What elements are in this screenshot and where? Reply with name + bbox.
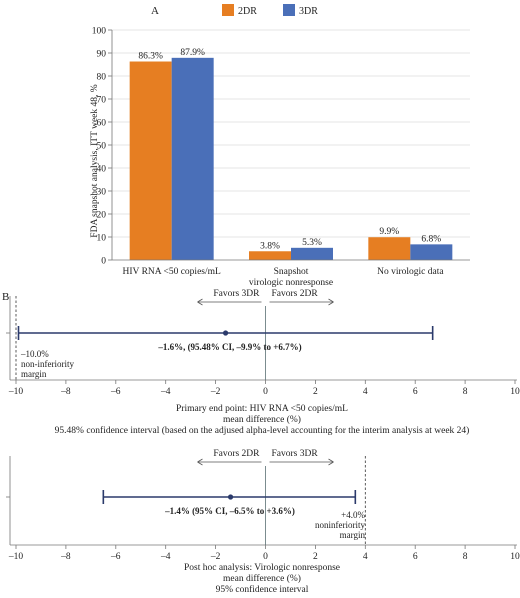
bar-2dr-2	[368, 237, 411, 260]
x-tick-label: –8	[60, 387, 71, 397]
bar-value-label: 9.9%	[379, 227, 399, 237]
legend-label-2dr: 2DR	[238, 6, 257, 17]
forest-plot-post-hoc-marks: –10 –8 –6 –4 –2 0 2 4 6 8 10 +4.0%noninferioritymar…	[6, 449, 520, 595]
axis-caption: 95.48% confidence interval (based on the…	[55, 425, 470, 436]
margin-label: non-inferiority	[21, 359, 74, 369]
favors-left-label: Favors 3DR	[213, 289, 260, 299]
y-tick-label: 10	[97, 234, 107, 244]
bar-value-label: 87.9%	[180, 48, 205, 58]
x-category-label: HIV RNA <50 copies/mL	[122, 267, 221, 277]
margin-label: +4.0%	[341, 510, 365, 520]
axis-caption: mean difference (%)	[223, 573, 301, 584]
point-estimate-marker	[227, 494, 234, 500]
y-tick-label: 40	[97, 165, 107, 175]
y-tick-label: 80	[97, 73, 107, 83]
bar-data-labels: 86.3% 87.9% 3.8% 5.3% 9.9% 6.8%	[138, 48, 441, 251]
y-tick-label: 60	[97, 119, 107, 129]
bar-chart-panel: A 2DR 3DR FDA snapshot analysis, ITT wee…	[90, 4, 470, 288]
legend-swatch-3dr	[283, 4, 295, 16]
x-tick-label: 10	[510, 552, 520, 562]
favors-left-arrowhead	[197, 458, 203, 466]
margin-label: noninferiority	[315, 520, 365, 530]
favors-right-label: Favors 3DR	[272, 449, 319, 459]
x-tick-label: 8	[463, 552, 468, 562]
y-tick-label: 50	[97, 142, 107, 152]
estimate-label: –1.4% (95% CI, –6.5% to +3.6%)	[164, 506, 295, 516]
y-tick-label: 0	[101, 257, 106, 267]
x-tick-label: –6	[110, 552, 121, 562]
x-tick-label: 6	[413, 387, 418, 397]
x-tick-label: 2	[313, 387, 318, 397]
bar-value-label: 5.3%	[302, 238, 322, 248]
bar-3dr-0	[171, 57, 214, 260]
axis-caption: Primary end point: HIV RNA <50 copies/mL	[176, 404, 348, 414]
y-axis-ticks: 0 10 20 30 40 50 60 70 80 90 100	[92, 27, 112, 267]
axis-caption: 95% confidence interval	[216, 584, 309, 595]
x-category-label: No virologic data	[377, 267, 444, 277]
legend-swatch-2dr	[222, 4, 234, 16]
favors-right-label: Favors 2DR	[272, 289, 319, 299]
x-tick-label: 10	[510, 387, 520, 397]
margin-label: margin	[21, 369, 47, 379]
y-tick-label: 90	[97, 50, 107, 60]
favors-left-arrowhead	[197, 298, 203, 306]
x-tick-label: 0	[263, 387, 268, 397]
x-tick-label: –8	[60, 552, 71, 562]
point-estimate-marker	[222, 330, 229, 336]
x-category-label: Snapshot	[274, 267, 309, 277]
y-tick-label: 20	[97, 211, 107, 221]
x-tick-label: –4	[160, 387, 171, 397]
y-tick-label: 70	[97, 96, 107, 106]
x-tick-label: 4	[363, 552, 368, 562]
x-tick-label: –10	[8, 552, 24, 562]
bar-value-label: 3.8%	[260, 241, 280, 251]
panel-letter-b: B	[2, 291, 9, 303]
x-tick-label: –2	[210, 552, 221, 562]
estimate-label: –1.6%, (95.48% CI, –9.9% to +6.7%)	[157, 342, 301, 352]
bar-value-label: 86.3%	[138, 52, 163, 62]
margin-label: margin	[340, 530, 366, 540]
x-tick-label: –10	[8, 387, 24, 397]
favors-left-label: Favors 2DR	[213, 449, 260, 459]
y-tick-label: 100	[92, 27, 107, 37]
panel-letter-a: A	[151, 5, 159, 17]
axis-caption: mean difference (%)	[223, 414, 301, 425]
bar-3dr-2	[410, 244, 453, 260]
bar-value-label: 6.8%	[421, 234, 441, 244]
margin-label: –10.0%	[20, 349, 49, 359]
x-tick-label: 0	[263, 552, 268, 562]
x-tick-label: 4	[363, 387, 368, 397]
y-tick-label: 30	[97, 188, 107, 198]
favors-right-arrowhead	[328, 298, 334, 306]
forest-plot-primary: B –10 –8 –6 –4 –2 0 2 4 6 8 10 –10.0%non-inferiorit…	[2, 289, 520, 436]
x-tick-label: 6	[413, 552, 418, 562]
legend-label-3dr: 3DR	[299, 6, 318, 17]
x-tick-label: –6	[110, 387, 121, 397]
bar-2dr-0	[129, 61, 172, 261]
x-tick-label: 8	[463, 387, 468, 397]
legend: 2DR 3DR	[222, 4, 318, 17]
forest-plot-primary-marks: –10 –8 –6 –4 –2 0 2 4 6 8 10–10.0%non-inferioritym…	[6, 289, 520, 436]
forest-plot-post-hoc: –10 –8 –6 –4 –2 0 2 4 6 8 10 +4.0%noninferioritymar…	[6, 449, 520, 595]
bar-2dr-1	[249, 251, 291, 260]
x-tick-label: –4	[160, 552, 171, 562]
axis-caption: Post hoc analysis: Virologic nonresponse	[184, 563, 340, 573]
x-tick-label: –2	[210, 387, 221, 397]
bars	[129, 57, 453, 261]
x-tick-label: 2	[313, 552, 318, 562]
y-axis-title: FDA snapshot analysis, ITT week 48, %	[90, 84, 100, 237]
favors-right-arrowhead	[328, 458, 334, 466]
x-category-label: virologic nonresponse	[249, 278, 333, 288]
bar-3dr-1	[291, 247, 333, 260]
